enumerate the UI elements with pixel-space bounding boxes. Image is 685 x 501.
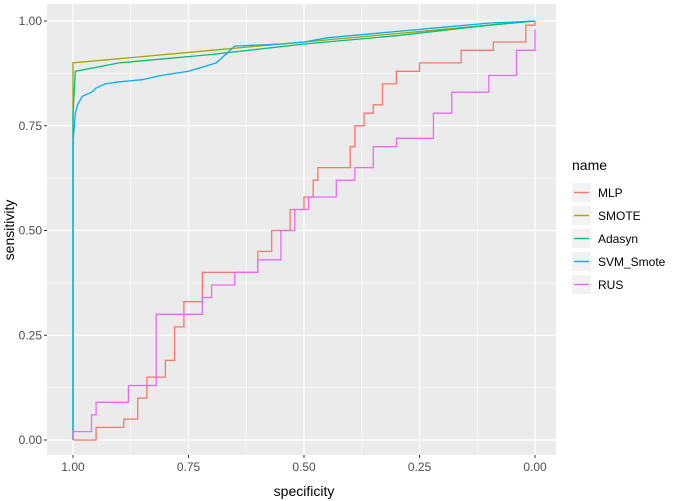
x-tick-label: 0.25 bbox=[408, 460, 432, 474]
x-tick-label: 0.50 bbox=[292, 460, 316, 474]
series-line-svm-smote bbox=[72, 20, 536, 440]
plot-panel bbox=[47, 4, 556, 455]
x-tick-label: 0.00 bbox=[523, 460, 547, 474]
y-axis-title: sensitivity bbox=[1, 200, 17, 261]
y-tick-label: 1.00 bbox=[19, 14, 43, 28]
legend-label-adasyn: Adasyn bbox=[598, 232, 638, 246]
x-tick-label: 1.00 bbox=[61, 460, 85, 474]
y-tick-label: 0.75 bbox=[19, 119, 43, 133]
series-line-adasyn bbox=[72, 20, 536, 440]
y-tick-label: 0.25 bbox=[19, 328, 43, 342]
x-axis: 1.00 0.75 0.50 0.25 0.00 bbox=[61, 455, 547, 474]
legend: name MLP SMOTE Adasyn SVM_Smote RUS bbox=[572, 157, 666, 294]
grid-minor bbox=[47, 4, 556, 455]
y-tick-label: 0.50 bbox=[19, 224, 43, 238]
legend-label-rus: RUS bbox=[598, 278, 623, 292]
series-line-rus bbox=[72, 29, 536, 440]
legend-label-svm-smote: SVM_Smote bbox=[598, 255, 666, 269]
legend-label-smote: SMOTE bbox=[598, 209, 641, 223]
x-axis-title: specificity bbox=[274, 483, 335, 499]
y-tick-label: 0.00 bbox=[19, 433, 43, 447]
legend-label-mlp: MLP bbox=[598, 186, 623, 200]
y-axis: 0.00 0.25 0.50 0.75 1.00 bbox=[19, 14, 47, 447]
legend-title: name bbox=[572, 157, 607, 173]
series-lines bbox=[72, 20, 536, 441]
x-tick-label: 0.75 bbox=[177, 460, 201, 474]
grid-major bbox=[47, 4, 556, 455]
